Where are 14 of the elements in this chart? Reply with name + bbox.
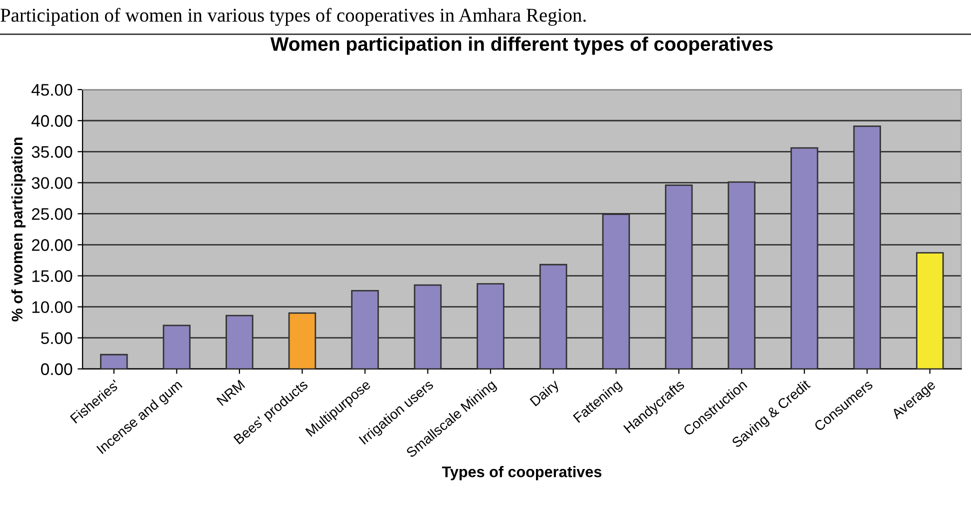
y-tick-label: 35.00 <box>32 146 72 158</box>
y-tick-label: 20.00 <box>32 239 72 251</box>
y-tick-label: 30.00 <box>32 177 72 189</box>
y-tick-label: 40.00 <box>31 115 72 127</box>
text: Participation of women in various types of cooperatives in Amhara Region. <box>0 8 586 26</box>
y-tick-label: 0.00 <box>41 363 72 376</box>
y-tick-label: 10.00 <box>32 301 72 314</box>
y-tick-label: 5.00 <box>41 332 72 344</box>
y-tick-label: 15.00 <box>32 270 72 282</box>
y-tick-label: 25.00 <box>32 208 72 220</box>
x-axis-title: Types of cooperatives <box>442 466 602 480</box>
y-tick-label: 45.00 <box>31 84 72 96</box>
chart-title: Women participation in different types of cooperatives <box>270 36 773 55</box>
y-axis-title: % of women participation <box>11 138 26 322</box>
